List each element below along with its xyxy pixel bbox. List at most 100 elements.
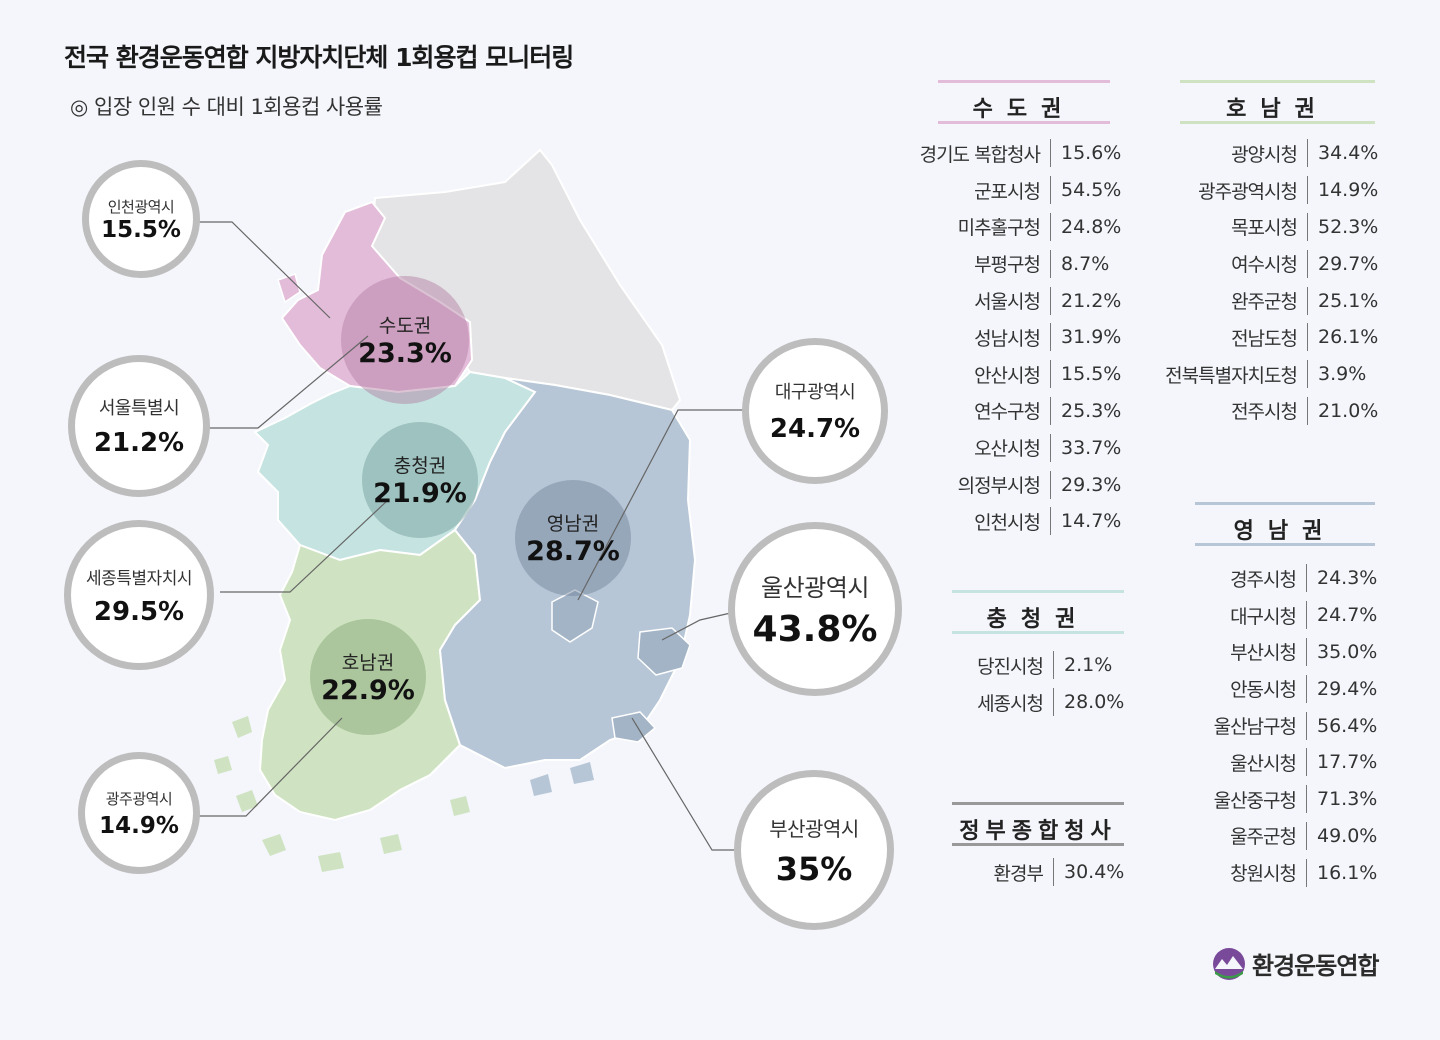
city-value: 29.5% xyxy=(93,596,185,627)
row-value: 14.7% xyxy=(1050,507,1121,536)
table-row: 군포시청 54.5% xyxy=(900,172,1121,209)
island xyxy=(450,796,470,816)
row-name: 당진시청 xyxy=(977,655,1044,678)
row-name: 부평구청 xyxy=(974,254,1041,277)
region-label-yeongnam: 영남권 28.7% xyxy=(526,509,620,567)
table-rows: 경주시청 24.3% 대구시청 24.7% 부산시청 35.0% 안동시청 29.4% 울산남구… xyxy=(1150,560,1377,891)
row-value: 3.9% xyxy=(1307,360,1366,389)
table-row: 경주시청 24.3% xyxy=(1150,560,1377,597)
table-row: 환경부 30.4% xyxy=(940,854,1124,891)
row-name: 울산시청 xyxy=(1230,752,1297,775)
table-row: 대구시청 24.7% xyxy=(1150,597,1377,634)
row-name: 성남시청 xyxy=(974,327,1041,350)
row-name: 울산남구청 xyxy=(1213,716,1297,739)
leader-sejong xyxy=(220,499,389,593)
city-name: 세종특별자치시 xyxy=(86,568,192,589)
table-rows: 환경부 30.4% xyxy=(940,854,1124,891)
row-value: 26.1% xyxy=(1307,323,1378,352)
island xyxy=(214,756,232,774)
table-row: 안동시청 29.4% xyxy=(1150,670,1377,707)
row-value: 34.4% xyxy=(1307,139,1378,168)
row-name: 전남도청 xyxy=(1231,327,1298,350)
row-name: 경기도 복합청사 xyxy=(919,143,1041,166)
city-name: 서울특별시 xyxy=(98,398,180,419)
row-value: 21.2% xyxy=(1050,286,1121,315)
table-header-honam: 호남권 xyxy=(1180,80,1375,124)
row-name: 연수구청 xyxy=(974,401,1041,424)
row-name: 전주시청 xyxy=(1231,401,1298,424)
table-row: 안산시청 15.5% xyxy=(900,356,1121,393)
row-name: 환경부 xyxy=(993,862,1044,885)
table-row: 울산시청 17.7% xyxy=(1150,744,1377,781)
leader-busan xyxy=(631,717,742,851)
table-row: 연수구청 25.3% xyxy=(900,393,1121,430)
district-daegu xyxy=(551,589,599,643)
island xyxy=(236,790,258,812)
table-row: 인천시청 14.7% xyxy=(900,503,1121,540)
page-title: 전국 환경운동연합 지방자치단체 1회용컵 모니터링 xyxy=(64,43,574,72)
row-value: 56.4% xyxy=(1306,711,1377,740)
table-row: 광주광역시청 14.9% xyxy=(1150,172,1378,209)
city-name: 부산광역시 xyxy=(769,816,859,841)
row-value: 25.3% xyxy=(1050,396,1121,425)
row-name: 창원시청 xyxy=(1230,863,1297,886)
table-row: 서울시청 21.2% xyxy=(900,282,1121,319)
region-yeongnam xyxy=(438,377,697,770)
region-label-chungcheong: 충청권 21.9% xyxy=(373,451,467,509)
row-value: 33.7% xyxy=(1050,433,1121,462)
region-value: 22.9% xyxy=(321,675,415,706)
city-bubble-seoul: 서울특별시 21.2% xyxy=(68,355,210,497)
city-bubble-gwangju: 광주광역시 14.9% xyxy=(78,752,200,874)
city-value: 24.7% xyxy=(769,414,861,444)
region-value: 23.3% xyxy=(358,338,452,369)
row-name: 부산시청 xyxy=(1230,642,1297,665)
table-rows: 당진시청 2.1% 세종시청 28.0% xyxy=(940,647,1124,721)
island xyxy=(530,774,552,796)
logo-icon xyxy=(1213,947,1245,980)
table-row: 당진시청 2.1% xyxy=(940,647,1124,684)
island xyxy=(570,762,594,784)
island xyxy=(262,834,286,856)
table-header-chungcheong: 충청권 xyxy=(952,590,1124,634)
brand-logo: 환경운동연합 xyxy=(1212,946,1379,981)
row-value: 30.4% xyxy=(1053,858,1124,887)
row-value: 52.3% xyxy=(1307,212,1378,241)
table-row: 세종시청 28.0% xyxy=(940,684,1124,721)
row-name: 울주군청 xyxy=(1230,826,1297,849)
region-value: 21.9% xyxy=(373,478,467,509)
city-value: 43.8% xyxy=(752,609,878,650)
row-value: 24.3% xyxy=(1306,564,1377,593)
region-name: 충청권 xyxy=(393,455,447,477)
city-bubble-incheon: 인천광역시 15.5% xyxy=(82,160,200,278)
row-value: 15.6% xyxy=(1050,139,1121,168)
table-row: 여수시청 29.7% xyxy=(1150,245,1378,282)
island xyxy=(318,852,344,872)
row-name: 여수시청 xyxy=(1231,254,1298,277)
row-value: 16.1% xyxy=(1306,858,1377,887)
row-value: 28.0% xyxy=(1053,688,1124,717)
table-row: 광양시청 34.4% xyxy=(1150,135,1378,172)
city-name: 인천광역시 xyxy=(107,197,175,216)
row-value: 24.7% xyxy=(1306,601,1377,630)
table-row: 전남도청 26.1% xyxy=(1150,319,1378,356)
city-name: 광주광역시 xyxy=(105,789,173,808)
row-value: 31.9% xyxy=(1050,323,1121,352)
table-row: 목포시청 52.3% xyxy=(1150,209,1378,246)
island xyxy=(232,716,252,738)
island xyxy=(380,834,402,854)
city-bubble-daegu: 대구광역시 24.7% xyxy=(742,338,888,484)
city-name: 대구광역시 xyxy=(774,382,856,403)
city-value: 14.9% xyxy=(99,812,179,839)
row-name: 세종시청 xyxy=(977,692,1044,715)
leader-ulsan xyxy=(661,611,736,641)
table-row: 오산시청 33.7% xyxy=(900,429,1121,466)
district-busan xyxy=(611,711,657,743)
table-row: 성남시청 31.9% xyxy=(900,319,1121,356)
logo-text: 환경운동연합 xyxy=(1252,952,1379,980)
table-row: 미추홀구청 24.8% xyxy=(900,209,1121,246)
row-name: 경주시청 xyxy=(1230,568,1297,591)
table-gov: 정부종합청사 환경부 30.4% xyxy=(940,802,1130,902)
row-value: 2.1% xyxy=(1053,651,1112,680)
city-bubble-sejong: 세종특별자치시 29.5% xyxy=(64,520,214,670)
